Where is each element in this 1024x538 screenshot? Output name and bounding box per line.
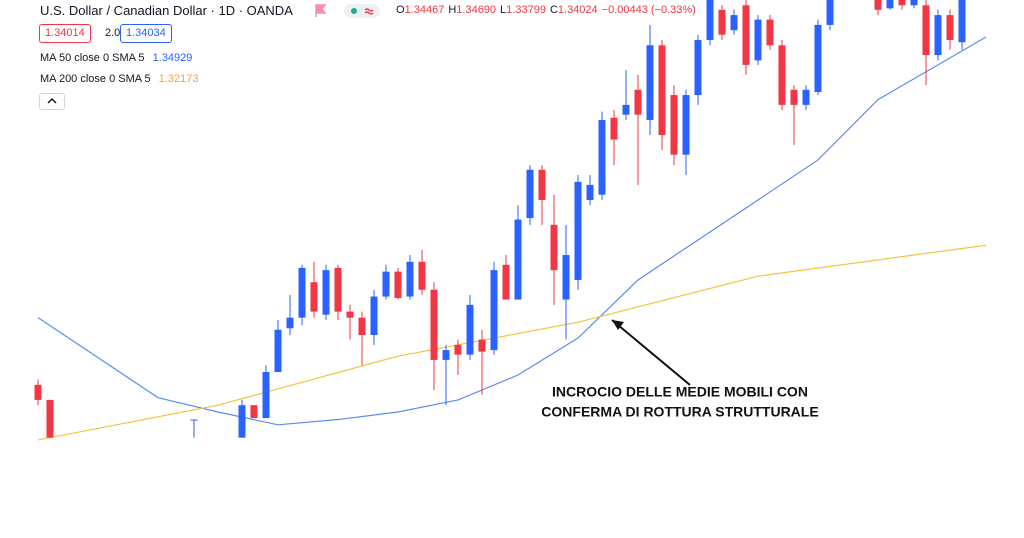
candle-body [610,117,618,140]
ohlc-value: 1.34467 [404,4,445,16]
candle-body [34,384,42,400]
candle-body [298,267,306,318]
candle-body [262,371,270,419]
candle-body [622,104,630,115]
candle-body [898,0,906,6]
candle-body [466,304,474,355]
status-icons [315,4,380,18]
candle-body [526,169,534,219]
candle-body [766,19,774,46]
ohlc-label: C [549,4,558,16]
chart-title: U.S. Dollar / Canadian Dollar · 1D · OAN… [40,3,293,18]
candle-body [358,317,366,336]
annotation: CONFERMA DI ROTTURA STRUTTURALE [541,404,818,420]
ma-legend: MA 50 close 0 SMA 5 1.34929 [40,52,192,64]
ma-name: MA 50 close 0 SMA 5 [40,52,145,64]
candle-body [826,0,834,25]
candle-body [238,405,246,438]
ohlc-value: 1.34024 [557,4,598,16]
candle-body [574,181,582,280]
candle-body [718,9,726,35]
candle-body [778,45,786,105]
ohlc-change: −0.00443 (−0.33%) [601,4,696,16]
candle-body [934,15,942,56]
market-open-dot [351,8,357,14]
candle-body [322,270,330,315]
candle-body [598,119,606,195]
candle-body [430,289,438,360]
candle-body [634,89,642,115]
annotation-arrow [611,319,691,386]
delay-icon [364,8,374,15]
candle-body [658,45,666,136]
candle-body [406,261,414,297]
candle-body [274,329,282,372]
candle-body [286,317,294,329]
candle-body [346,311,354,318]
candle-body [754,19,762,61]
candle-body [586,184,594,200]
candle-body [910,0,918,6]
ma-value: 1.32173 [158,73,199,85]
ma-line [37,244,987,441]
candle-body [790,89,798,105]
candle-body [310,282,318,312]
ohlc-value: 1.33799 [506,4,546,16]
ma-name: MA 200 close 0 SMA 5 [40,73,151,85]
candle-body [946,15,954,40]
candle-body [442,350,450,360]
candle-body [190,419,198,421]
candle-body [370,296,378,336]
candle-body [646,45,654,120]
candle-body [814,24,822,93]
plot-area [34,0,987,441]
candle-body [334,267,342,312]
candle-body [502,264,510,300]
candle-body [958,0,966,43]
ohlc-label: O [396,4,405,16]
candle-body [46,399,54,438]
candle-body [670,95,678,155]
candle-body [742,5,750,65]
candle-body [514,219,522,300]
ma-value: 1.34929 [152,52,193,64]
candle-body [802,89,810,105]
candle-body [730,15,738,31]
spread: 2.0 [105,27,121,39]
candle-body [682,95,690,155]
candle-body [550,224,558,271]
arrow-head [612,320,624,330]
annotation: INCROCIO DELLE MEDIE MOBILI CON [552,384,808,400]
ma-legend: MA 200 close 0 SMA 5 1.32173 [40,73,198,85]
ohlc-legend: O1.34467 H1.34690 L1.33799 C1.34024 −0.00443… [396,4,700,16]
ohlc-value: 1.34690 [456,4,497,16]
candle-body [886,0,894,9]
sell-price[interactable]: 1.34014 [39,24,91,43]
candle-body [394,271,402,299]
flag-icon [315,4,327,17]
candle-body [694,39,702,96]
candle-body [706,0,714,40]
chevron-icon [47,97,57,104]
candle-body [922,5,930,56]
status-pill [344,4,380,18]
candle-body [250,405,258,419]
ohlc-label: L [500,4,507,16]
candle-body [562,255,570,300]
candle-body [874,0,882,10]
candle-body [382,271,390,297]
ohlc-label: H [448,4,457,16]
candle-body [454,344,462,355]
candle-body [478,339,486,352]
collapse-button[interactable] [39,93,65,110]
candle-body [418,261,426,290]
buy-price[interactable]: 1.34034 [120,24,172,43]
ma-line [37,36,987,426]
candle-body [490,270,498,351]
candle-body [538,169,546,200]
